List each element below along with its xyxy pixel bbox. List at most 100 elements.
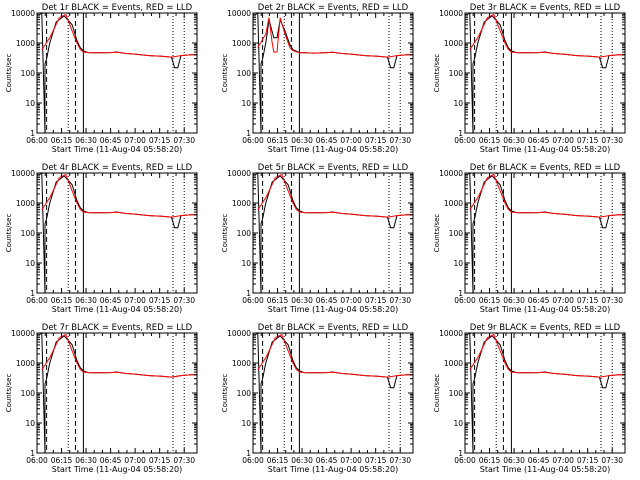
x-tick-label: 07:30 <box>601 296 623 305</box>
y-tick-label: 10 <box>25 259 35 268</box>
x-tick-label: 06:30 <box>291 456 313 465</box>
y-tick-label: 10 <box>453 419 463 428</box>
x-tick-label: 07:00 <box>340 136 362 145</box>
x-axis-label: Start Time (11-Aug-04 05:58:20) <box>52 305 183 314</box>
y-tick-label: 1 <box>458 449 463 458</box>
y-tick-label: 100 <box>21 389 36 398</box>
chart-panel: Det 9r BLACK = Events, RED = LLD 1 10 100 10… <box>433 323 626 474</box>
x-tick-label: 06:45 <box>316 456 338 465</box>
y-tick-label: 100 <box>21 229 36 238</box>
chart-panel: Det 6r BLACK = Events, RED = LLD 1 10 100 10… <box>433 163 626 314</box>
y-tick-label: 100 <box>449 69 464 78</box>
x-tick-label: 06:00 <box>26 296 48 305</box>
x-axis-label: Start Time (11-Aug-04 05:58:20) <box>480 145 611 154</box>
x-tick-label: 06:00 <box>454 296 476 305</box>
y-tick-label: 10 <box>241 99 251 108</box>
x-tick-label: 06:15 <box>51 136 73 145</box>
chart-panel: Det 2r BLACK = Events, RED = LLD 1 10 100 10… <box>221 3 414 154</box>
y-tick-label: 10000 <box>439 9 463 18</box>
x-tick-label: 06:45 <box>316 296 338 305</box>
chart-panel: Det 5r BLACK = Events, RED = LLD 1 10 100 10… <box>221 163 414 314</box>
y-tick-label: 10000 <box>227 329 251 338</box>
series-line-lld <box>257 333 414 378</box>
y-axis-label: Counts/sec <box>433 54 441 93</box>
x-tick-label: 07:00 <box>552 296 574 305</box>
series-line-lld <box>469 333 626 378</box>
x-tick-label: 06:00 <box>242 136 264 145</box>
x-tick-label: 07:30 <box>173 456 195 465</box>
x-tick-label: 07:15 <box>577 296 599 305</box>
x-tick-label: 06:15 <box>479 136 501 145</box>
y-axis-label: Counts/sec <box>433 214 441 253</box>
chart-title: Det 6r BLACK = Events, RED = LLD <box>470 163 621 173</box>
x-tick-label: 06:15 <box>51 456 73 465</box>
x-axis-label: Start Time (11-Aug-04 05:58:20) <box>52 145 183 154</box>
x-axis-label: Start Time (11-Aug-04 05:58:20) <box>268 145 399 154</box>
y-tick-label: 1 <box>30 129 35 138</box>
chart-title: Det 9r BLACK = Events, RED = LLD <box>470 323 621 333</box>
x-tick-label: 07:15 <box>365 456 387 465</box>
x-tick-label: 06:15 <box>51 296 73 305</box>
series-line-lld <box>257 17 414 58</box>
y-tick-label: 1 <box>458 289 463 298</box>
x-tick-label: 07:15 <box>577 456 599 465</box>
x-tick-label: 07:30 <box>601 456 623 465</box>
y-tick-label: 1 <box>30 449 35 458</box>
x-tick-label: 06:30 <box>75 456 97 465</box>
x-tick-label: 07:15 <box>365 296 387 305</box>
x-axis-label: Start Time (11-Aug-04 05:58:20) <box>268 305 399 314</box>
x-tick-label: 07:00 <box>124 456 146 465</box>
y-tick-label: 10000 <box>439 169 463 178</box>
chart-title: Det 7r BLACK = Events, RED = LLD <box>42 323 193 333</box>
y-tick-label: 10000 <box>11 9 35 18</box>
x-tick-label: 07:00 <box>124 296 146 305</box>
x-tick-label: 06:45 <box>528 456 550 465</box>
y-tick-label: 100 <box>449 229 464 238</box>
x-tick-label: 06:45 <box>100 296 122 305</box>
y-tick-label: 10 <box>25 419 35 428</box>
series-line-lld <box>41 173 198 218</box>
y-tick-label: 100 <box>237 229 252 238</box>
x-tick-label: 06:15 <box>267 136 289 145</box>
y-tick-label: 1000 <box>444 39 463 48</box>
y-tick-label: 1 <box>458 129 463 138</box>
x-tick-label: 07:30 <box>173 136 195 145</box>
x-tick-label: 06:30 <box>291 136 313 145</box>
y-axis-label: Counts/sec <box>221 374 229 413</box>
chart-title: Det 8r BLACK = Events, RED = LLD <box>258 323 409 333</box>
y-tick-label: 10000 <box>11 169 35 178</box>
y-tick-label: 1 <box>246 129 251 138</box>
x-tick-label: 06:30 <box>75 296 97 305</box>
x-tick-label: 06:45 <box>316 136 338 145</box>
chart-title: Det 3r BLACK = Events, RED = LLD <box>470 3 621 13</box>
chart-title: Det 2r BLACK = Events, RED = LLD <box>258 3 409 13</box>
x-tick-label: 07:00 <box>552 136 574 145</box>
x-tick-label: 07:30 <box>389 456 411 465</box>
y-tick-label: 100 <box>449 389 464 398</box>
y-tick-label: 1 <box>246 289 251 298</box>
x-tick-label: 06:00 <box>242 296 264 305</box>
x-tick-label: 07:00 <box>340 456 362 465</box>
y-tick-label: 10000 <box>227 9 251 18</box>
x-tick-label: 06:15 <box>479 456 501 465</box>
x-tick-label: 07:15 <box>365 136 387 145</box>
y-tick-label: 10 <box>241 259 251 268</box>
y-tick-label: 100 <box>21 69 36 78</box>
chart-panel: Det 1r BLACK = Events, RED = LLD 1 10 100 10… <box>5 3 198 154</box>
y-tick-label: 1000 <box>16 39 35 48</box>
x-tick-label: 07:30 <box>173 296 195 305</box>
x-tick-label: 06:30 <box>75 136 97 145</box>
x-tick-label: 07:15 <box>149 136 171 145</box>
x-axis-label: Start Time (11-Aug-04 05:58:20) <box>480 465 611 474</box>
y-axis-label: Counts/sec <box>5 214 13 253</box>
y-tick-label: 1000 <box>232 359 251 368</box>
x-tick-label: 06:30 <box>503 136 525 145</box>
x-tick-label: 07:30 <box>389 136 411 145</box>
x-tick-label: 07:15 <box>149 296 171 305</box>
chart-title: Det 4r BLACK = Events, RED = LLD <box>42 163 193 173</box>
y-tick-label: 1000 <box>16 359 35 368</box>
x-tick-label: 06:00 <box>454 136 476 145</box>
x-axis-label: Start Time (11-Aug-04 05:58:20) <box>480 305 611 314</box>
series-line-lld <box>469 13 626 58</box>
x-tick-label: 06:45 <box>100 136 122 145</box>
